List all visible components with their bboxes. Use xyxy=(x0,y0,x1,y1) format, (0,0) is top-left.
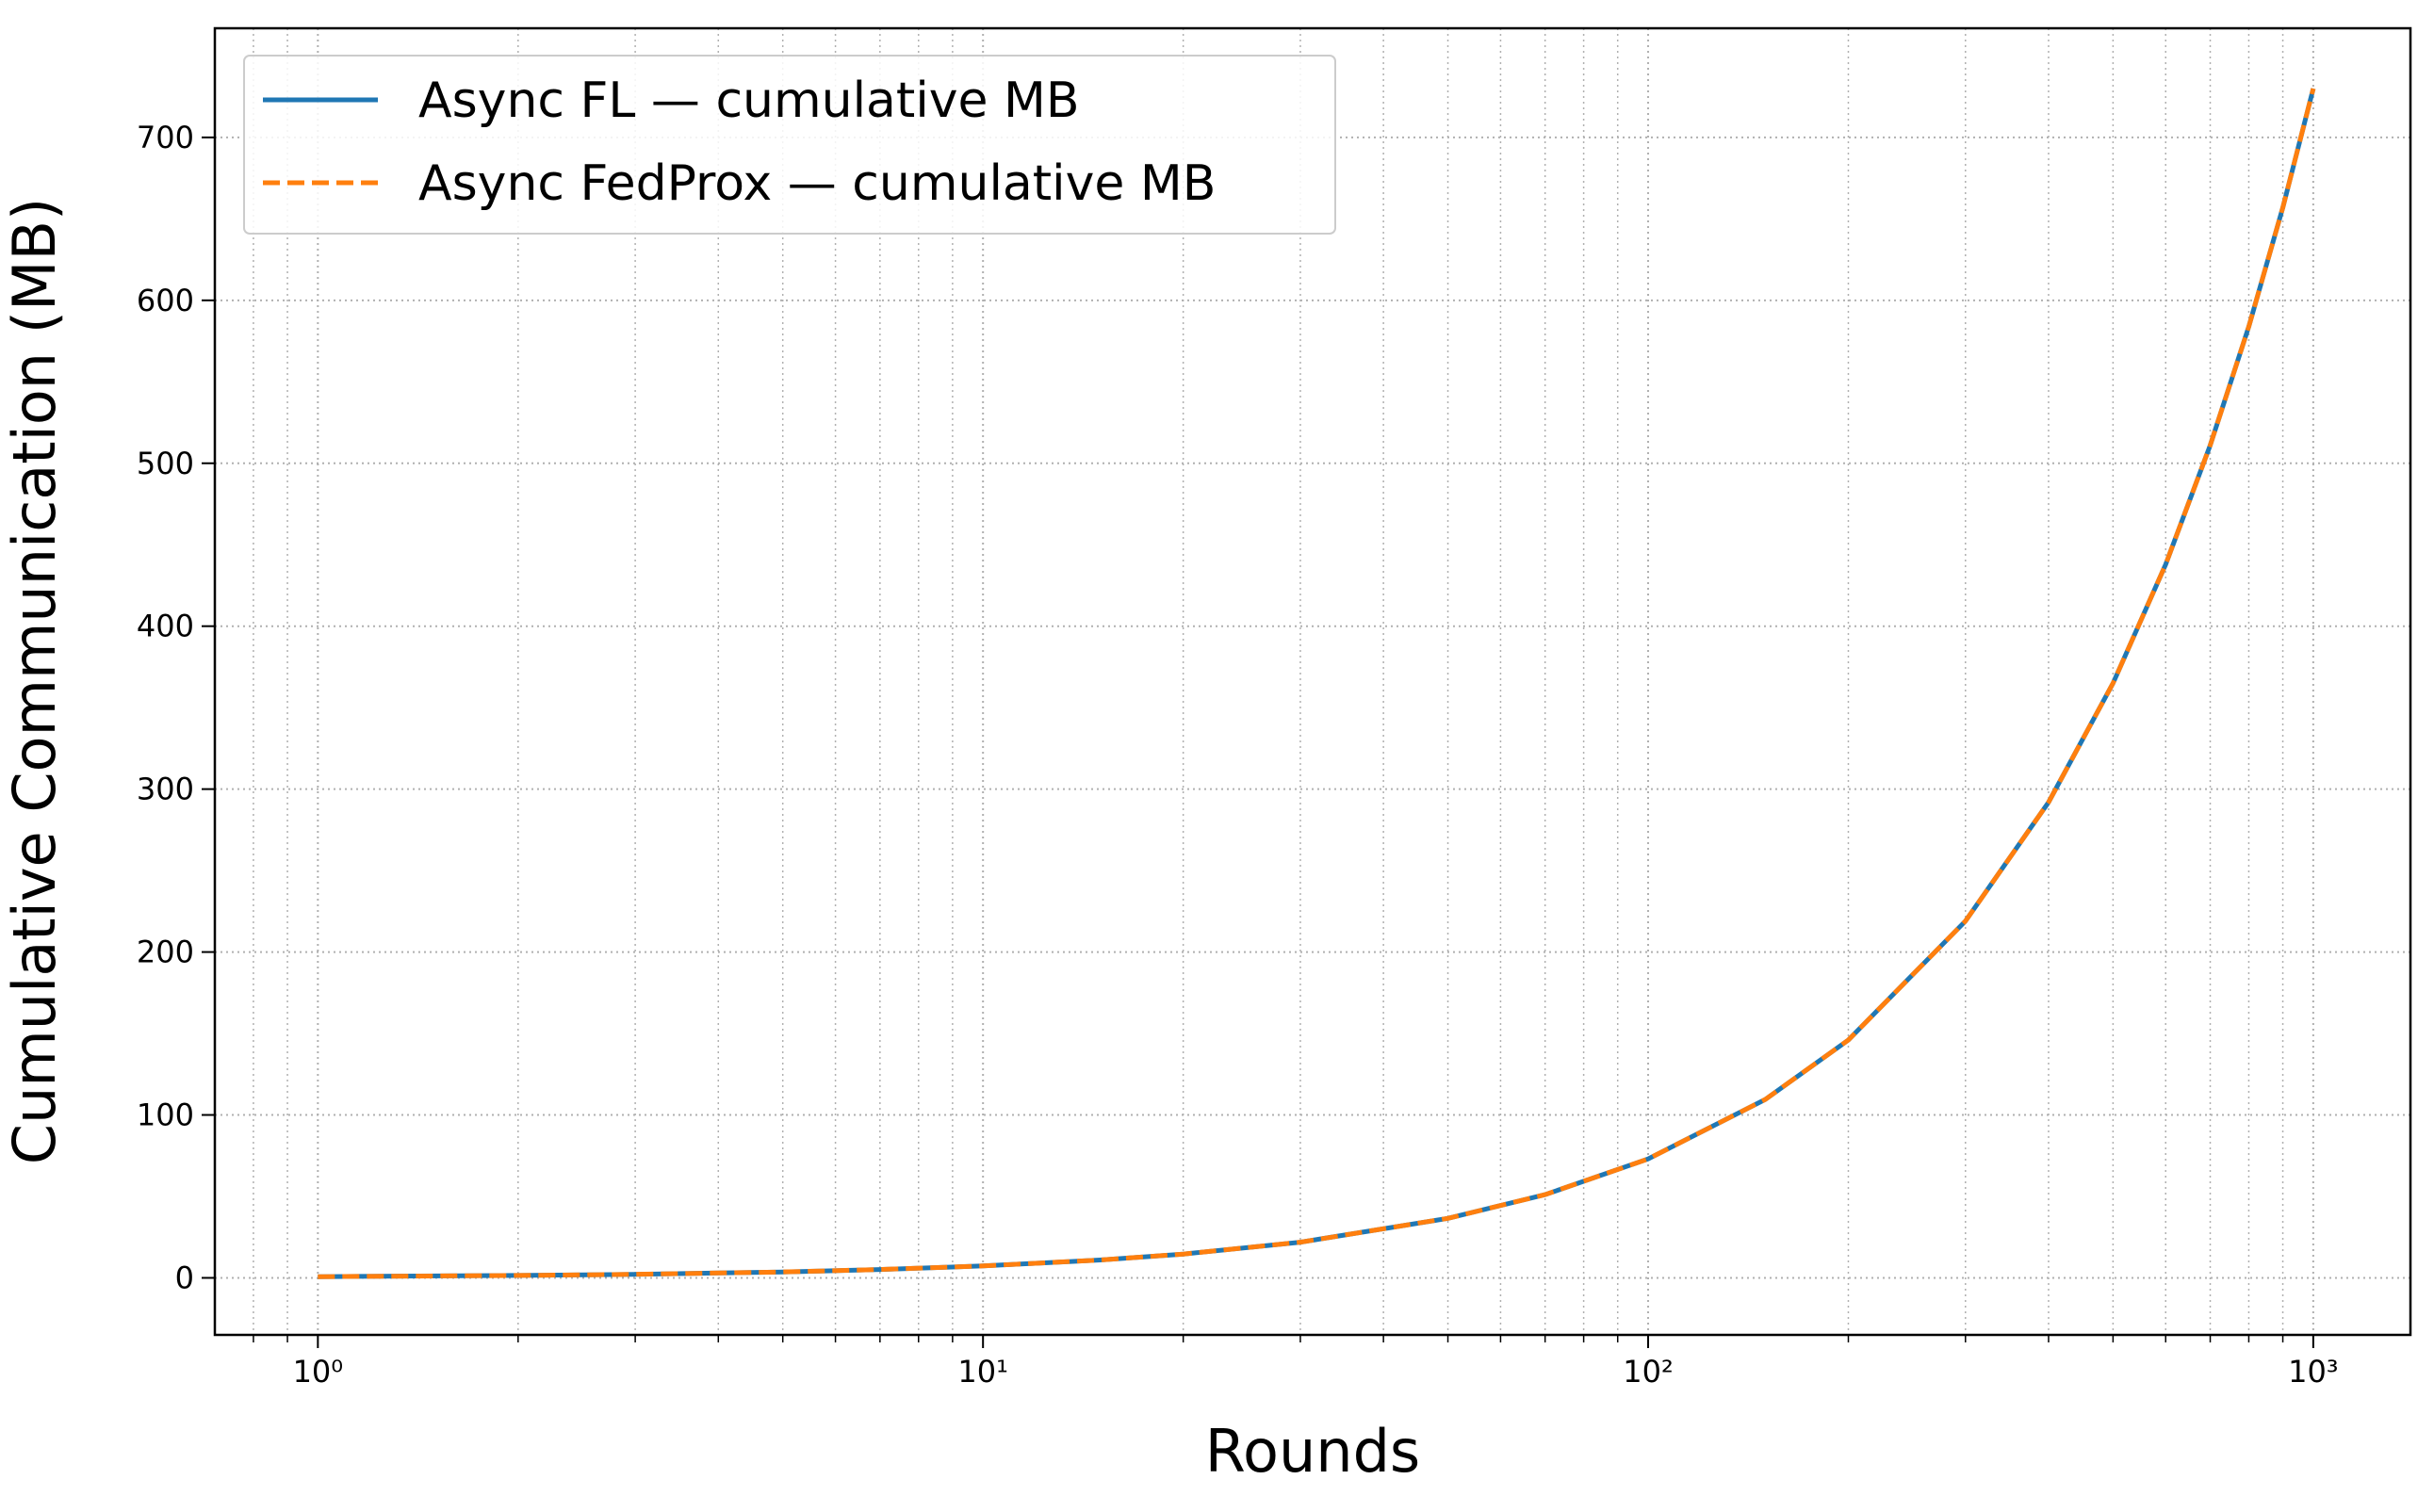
y-tick-label: 700 xyxy=(137,120,194,155)
y-tick-label: 600 xyxy=(137,283,194,318)
y-axis-label: Cumulative Communication (MB) xyxy=(0,198,69,1164)
x-tick-label: 10² xyxy=(1623,1354,1674,1390)
y-tick-label: 400 xyxy=(137,609,194,644)
y-tick-label: 100 xyxy=(137,1097,194,1133)
legend-box xyxy=(243,55,1336,235)
data-line xyxy=(318,88,2316,1279)
legend-label: Async FedProx — cumulative MB xyxy=(418,155,1216,212)
data-line xyxy=(318,88,2316,1279)
y-tick-label: 200 xyxy=(137,935,194,970)
x-tick-label: 10⁰ xyxy=(293,1354,344,1390)
y-tick-label: 500 xyxy=(137,446,194,481)
legend-label: Async FL — cumulative MB xyxy=(418,73,1080,129)
y-tick-label: 0 xyxy=(175,1260,194,1295)
x-axis-label: Rounds xyxy=(1205,1417,1420,1486)
x-tick-label: 10¹ xyxy=(957,1354,1008,1390)
legend: Async FL — cumulative MB Async FedProx — … xyxy=(243,55,1336,235)
plot-frame xyxy=(213,26,2412,1337)
y-tick-label: 300 xyxy=(137,772,194,807)
x-tick-label: 10³ xyxy=(2288,1354,2339,1390)
